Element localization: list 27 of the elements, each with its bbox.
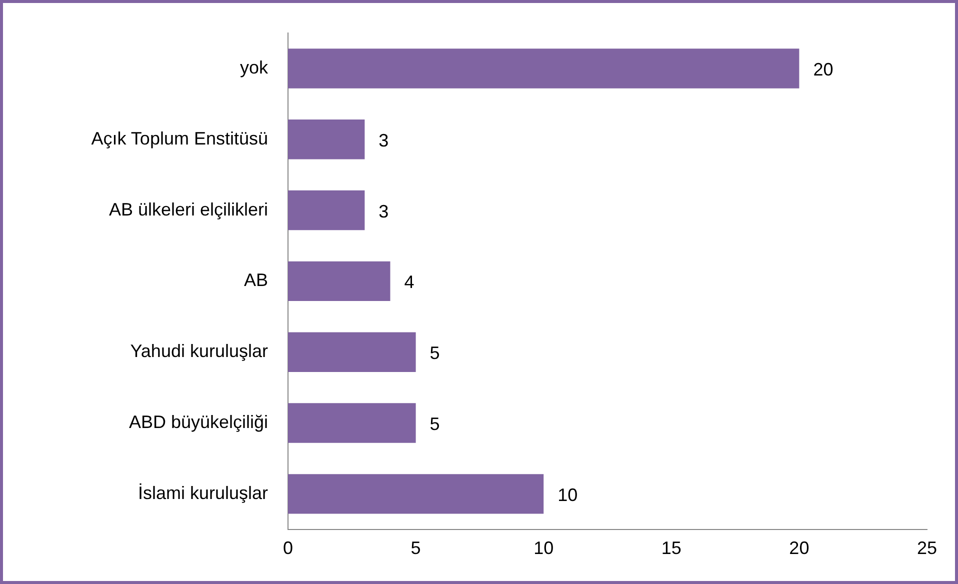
- x-tick-label: 0: [282, 538, 294, 558]
- data-label: 20: [813, 59, 834, 80]
- bar: [288, 474, 544, 514]
- y-tick-label: ABD büyükelçiliği: [128, 412, 268, 432]
- bar: [288, 332, 416, 372]
- data-label: 10: [558, 484, 578, 505]
- x-tick-label: 15: [661, 538, 682, 558]
- y-tick-label: AB: [244, 270, 268, 290]
- y-tick-label: yok: [240, 57, 269, 78]
- bar: [288, 48, 800, 88]
- x-tick-label: 25: [916, 538, 938, 558]
- bar: [288, 190, 365, 230]
- bar: [288, 403, 416, 443]
- x-tick-label: 5: [410, 538, 421, 558]
- data-label: 4: [404, 272, 414, 292]
- data-label: 3: [378, 130, 389, 150]
- bar: [288, 261, 390, 302]
- data-label: 3: [378, 201, 389, 222]
- y-tick-label: İslami kuruluşlar: [138, 482, 268, 503]
- y-tick-label: Yahudi kuruluşlar: [130, 341, 268, 362]
- bar: [288, 120, 365, 160]
- y-tick-label: AB ülkeleri elçilikleri: [108, 199, 268, 220]
- y-tick-label: Açık Toplum Enstitüsü: [91, 128, 268, 148]
- x-tick-label: 10: [534, 538, 554, 558]
- data-label: 5: [430, 414, 440, 434]
- x-tick-label: 20: [789, 538, 810, 558]
- data-label: 5: [430, 343, 440, 364]
